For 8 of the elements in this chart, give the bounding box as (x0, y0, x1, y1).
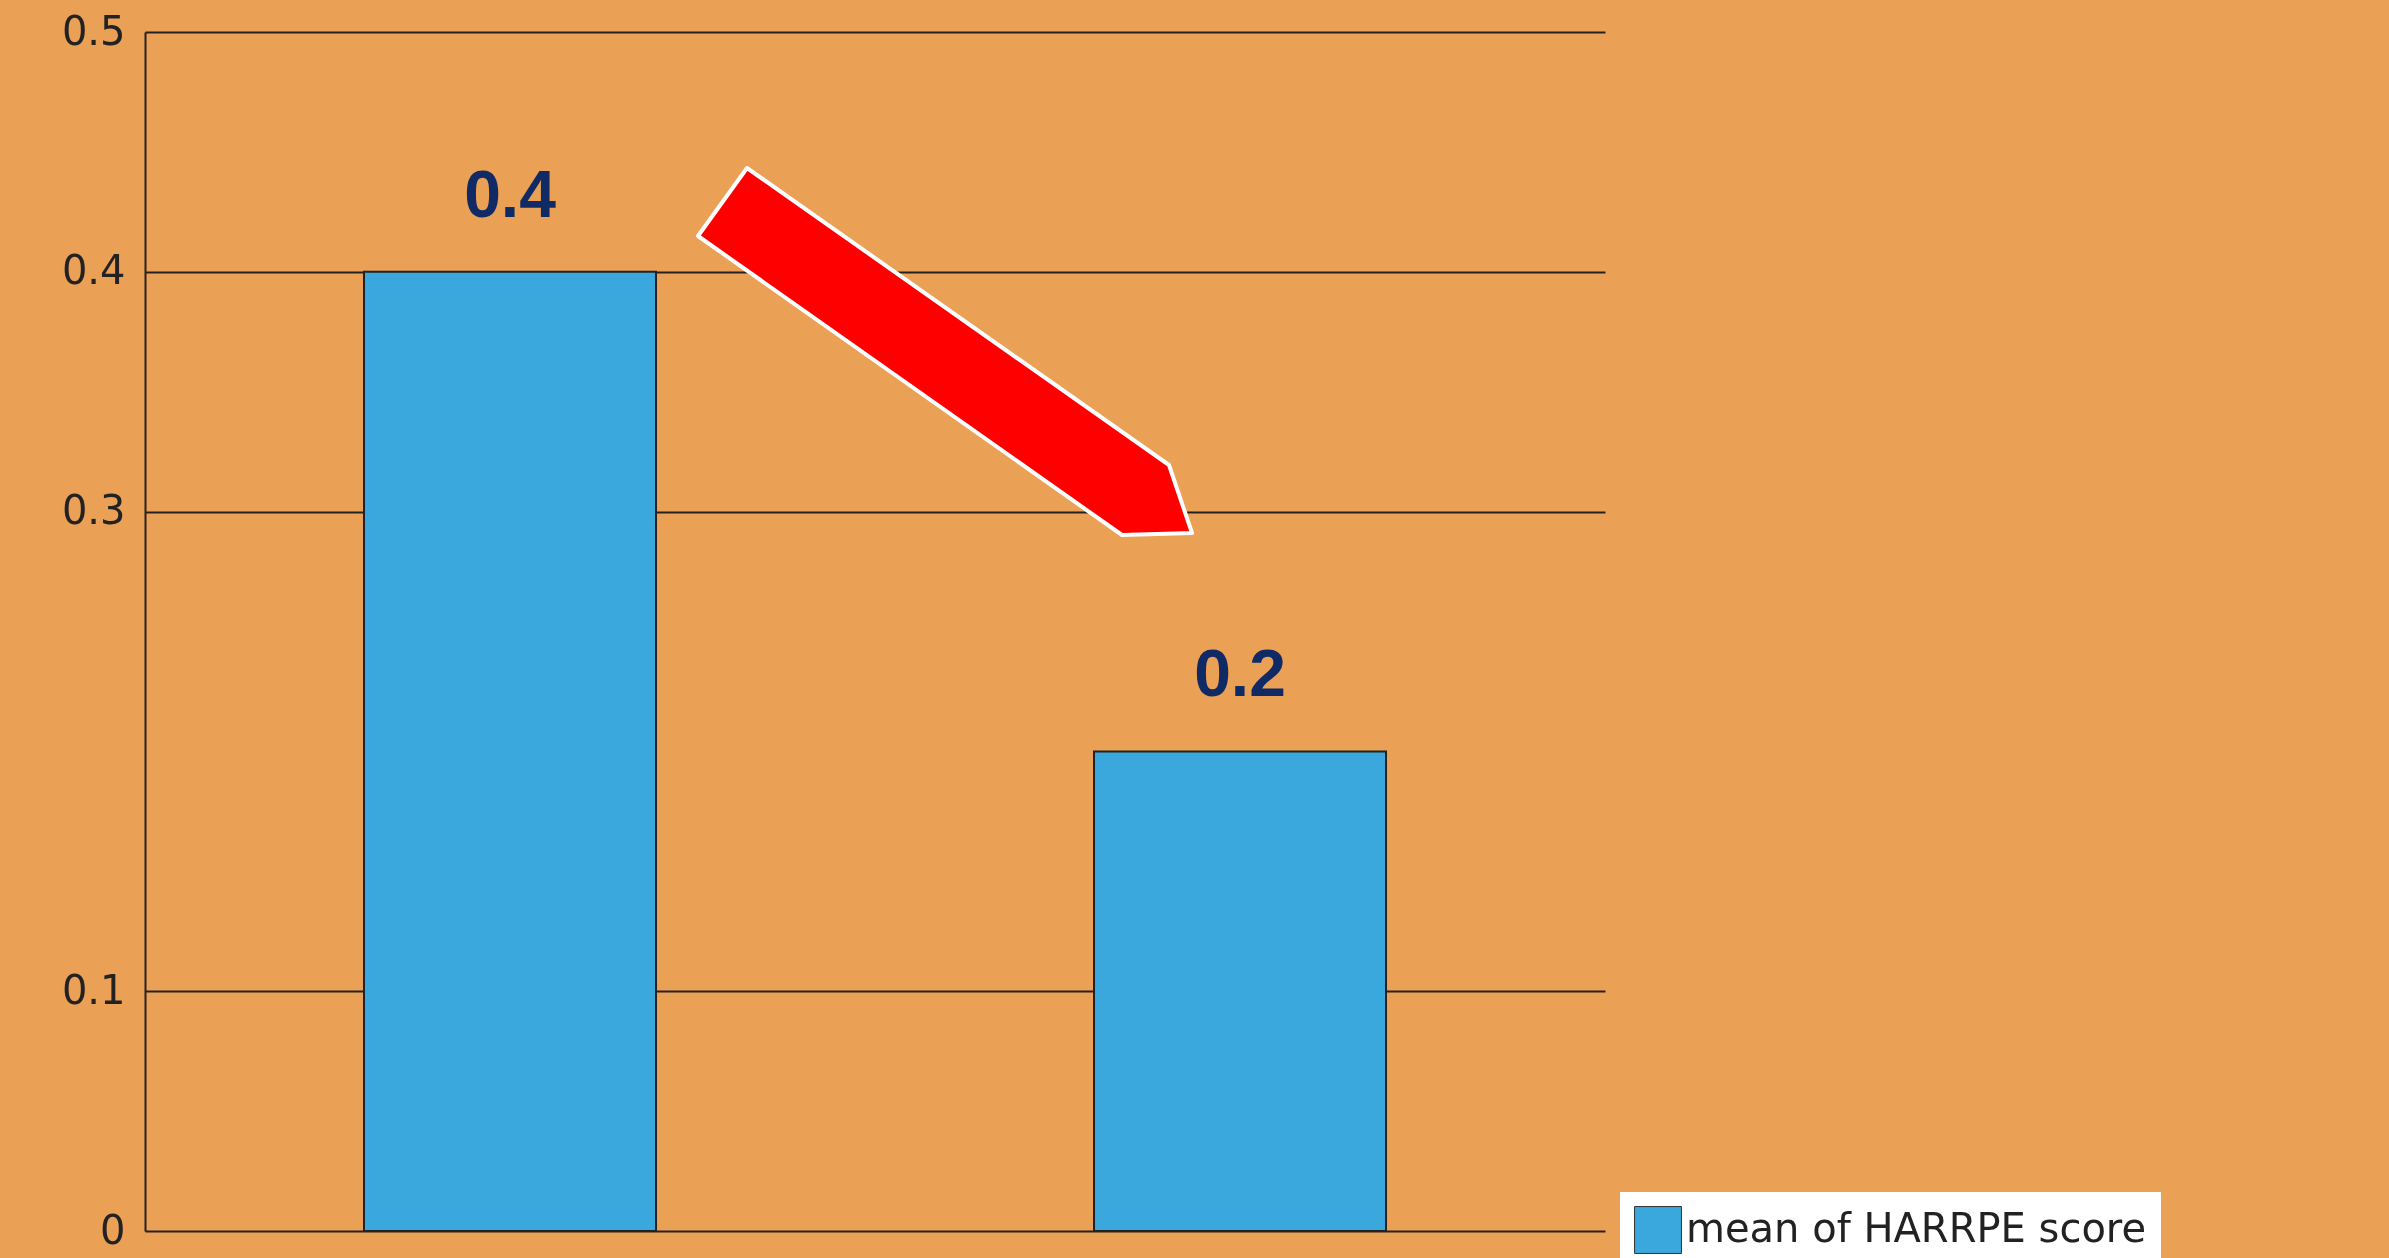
data-label: 0.2 (1194, 636, 1286, 711)
data-label: 0.4 (464, 156, 557, 231)
y-tick-label: 0.1 (61, 966, 126, 1013)
y-tick-label: 0.5 (61, 7, 126, 54)
y-tick-label: 0.3 (61, 487, 126, 534)
y-tick-label: 0.4 (61, 247, 126, 294)
legend-label: mean of HARRPE score (1686, 1205, 2147, 1251)
y-tick-label: 0 (100, 1206, 126, 1253)
